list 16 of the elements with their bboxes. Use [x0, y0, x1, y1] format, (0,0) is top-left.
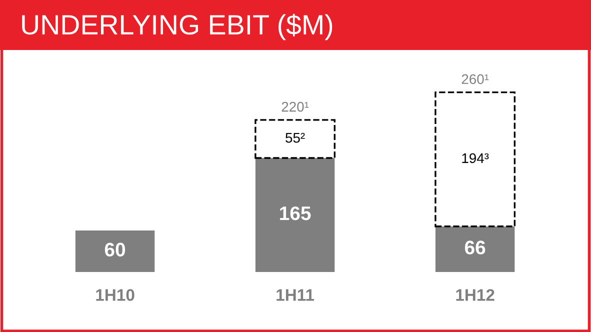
data-label: 66 [464, 240, 486, 254]
bar [435, 226, 515, 272]
data-label: 165 [280, 206, 311, 220]
x-tick-label: 1H12 [456, 289, 494, 301]
bar [434, 92, 516, 228]
total-label: 260¹ [462, 74, 489, 84]
total-label: 220¹ [282, 102, 309, 112]
x-tick-label: 1H11 [276, 289, 314, 301]
bar [255, 158, 335, 272]
bar [75, 230, 155, 272]
data-label: 60 [104, 242, 126, 256]
data-label: 194³ [462, 153, 489, 164]
data-label: 55² [286, 132, 305, 143]
chart-title: UNDERLYING EBIT ($M) [22, 14, 332, 40]
bar [254, 119, 336, 159]
x-tick-label: 1H10 [96, 289, 134, 301]
